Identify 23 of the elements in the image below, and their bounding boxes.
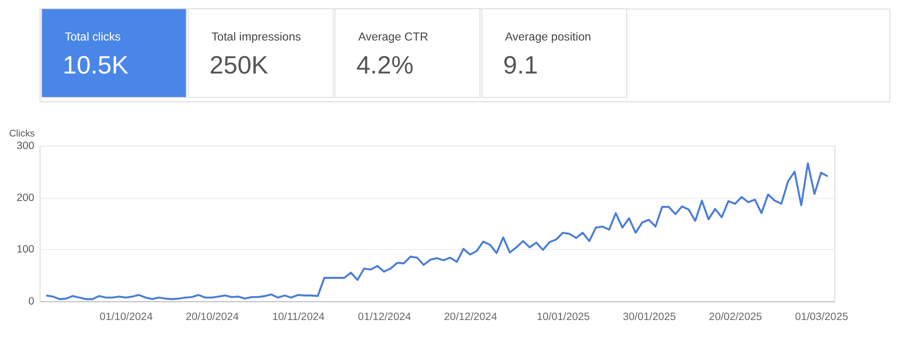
x-tick-label: 10/11/2024 xyxy=(272,311,325,324)
text: Average position xyxy=(505,31,592,44)
x-tick-label: 01/03/2025 xyxy=(795,311,848,324)
text: 250K xyxy=(210,51,268,80)
x-tick-label: 30/01/2025 xyxy=(622,311,676,324)
y-tick-label: 0 xyxy=(28,296,34,308)
line-series xyxy=(45,162,829,300)
x-tick-label: 01/12/2024 xyxy=(358,311,412,324)
x-tick-label: 20/10/2024 xyxy=(186,311,239,324)
x-tick-label: 10/01/2025 xyxy=(536,311,590,324)
y-axis-title: Clicks xyxy=(9,128,36,140)
y-tick-label: 300 xyxy=(16,140,34,152)
text: Average CTR xyxy=(358,31,428,44)
x-tick-label: 20/12/2024 xyxy=(444,311,498,324)
x-tick-label: 01/10/2024 xyxy=(100,311,153,324)
text: 9.1 xyxy=(503,51,538,80)
text: 10.5K xyxy=(62,51,129,80)
text: Total clicks xyxy=(64,31,121,44)
text: Total impressions xyxy=(211,31,302,44)
text: 4.2% xyxy=(356,51,414,80)
x-tick-label: 20/02/2025 xyxy=(708,311,762,324)
y-tick-label: 200 xyxy=(16,192,34,204)
y-tick-label: 100 xyxy=(16,244,34,256)
